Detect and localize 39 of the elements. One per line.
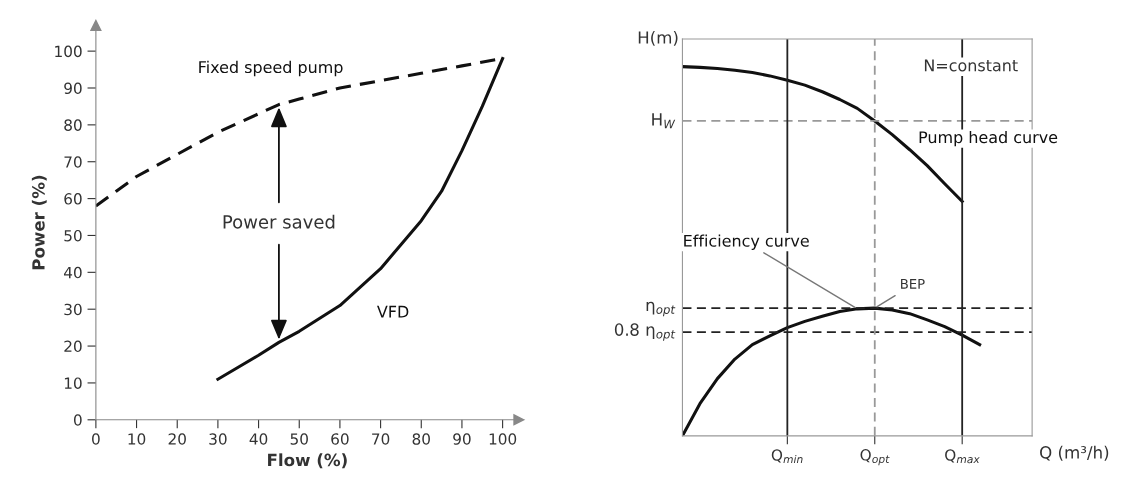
ref-line-label: 0.8 η$_{opt}$ — [614, 323, 676, 341]
x-tick-label: 40 — [249, 433, 268, 445]
ref-line-label: H$_{W}$ — [652, 113, 676, 129]
x-tick-label: 80 — [412, 433, 430, 445]
annotation: BEP — [901, 279, 925, 289]
x-tick-label: 10 — [128, 433, 146, 445]
y-tick-label: 70 — [64, 156, 82, 168]
x-tick-label: 100 — [489, 433, 517, 445]
x-tick-label: 90 — [453, 433, 471, 445]
x-tick-label: 20 — [168, 433, 186, 445]
x-tick-label: 50 — [290, 433, 308, 445]
y-axis-title: Power (%) — [31, 175, 47, 270]
x-axis-title: Flow (%) — [268, 453, 347, 469]
y-tick-label: 40 — [63, 266, 82, 279]
y-axis-title: H(m) — [638, 30, 678, 46]
x-tick-label: 0 — [92, 433, 100, 445]
y-tick-label: 100 — [55, 45, 82, 58]
y-tick-label: 80 — [64, 119, 82, 131]
text: Efficiency curve — [684, 234, 809, 250]
y-tick-label: 90 — [64, 82, 82, 95]
series-label: VFD — [377, 305, 409, 318]
annotation: N=constant — [924, 59, 1018, 72]
y-tick-label: 50 — [64, 229, 82, 242]
x-tick-label: Q$_{min}$ — [771, 449, 803, 464]
y-tick-label: 20 — [64, 340, 82, 353]
y-tick-label: 10 — [64, 377, 82, 389]
annotation: Power saved — [223, 214, 335, 229]
x-tick-label: Q$_{max}$ — [945, 449, 980, 464]
y-tick-label: 30 — [64, 303, 82, 316]
x-tick-label: 70 — [372, 433, 390, 445]
x-tick-label: 60 — [331, 433, 349, 445]
ref-line-label: η$_{opt}$ — [646, 301, 676, 317]
x-axis-title: Q (m³/h) — [1040, 445, 1109, 461]
y-tick-label: 0 — [73, 414, 82, 426]
y-tick-label: 60 — [64, 193, 82, 205]
series-label: Pump head curve — [919, 130, 1058, 147]
x-tick-label: Q$_{opt}$ — [860, 449, 890, 466]
series-label: Fixed speed pump — [199, 60, 343, 77]
x-tick-label: 30 — [209, 433, 227, 445]
